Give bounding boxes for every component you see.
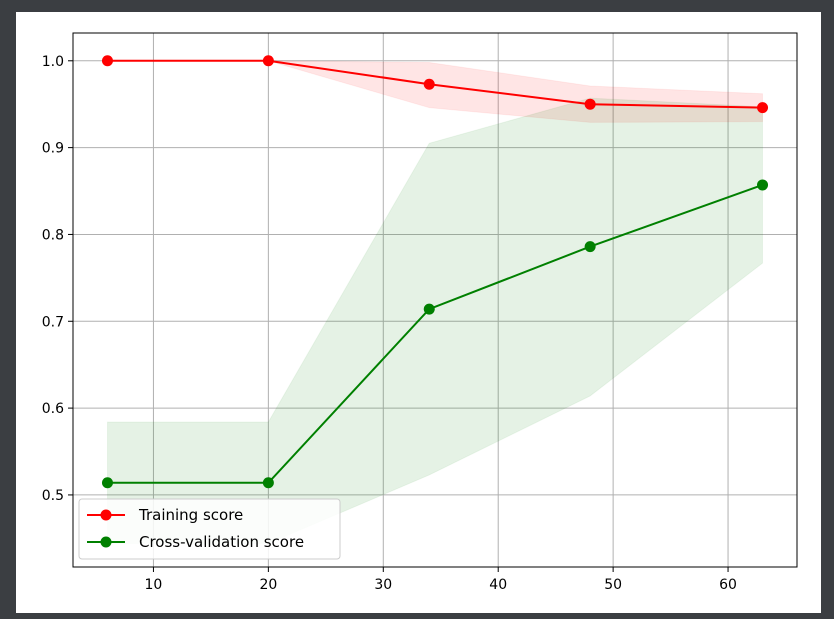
point-cross-validation [757,179,769,191]
legend-label-cross-validation: Cross-validation score [139,533,304,551]
x-tick-label: 30 [374,577,392,593]
point-training [757,102,769,114]
point-training [584,98,596,110]
y-tick-label: 0.5 [42,488,64,504]
y-tick-label: 0.7 [42,314,64,330]
x-tick-label: 50 [604,577,622,593]
chart-figure: 10 20 30 40 50 60 0.5 0.6 0.7 0.8 0.9 1.0 Training … [16,12,821,613]
x-tick-label: 40 [489,577,507,593]
x-tick-label: 20 [259,577,277,593]
series-lines [101,55,769,489]
point-training [262,55,274,67]
y-tick-label: 0.9 [42,141,64,157]
axes-frame [72,32,798,568]
point-cross-validation [423,303,435,315]
y-tick-label: 1.0 [42,54,64,70]
point-cross-validation [262,477,274,489]
legend: Training score Cross-validation score [78,498,341,560]
y-tick-label: 0.8 [42,227,64,243]
point-cross-validation [101,477,113,489]
legend-box [78,498,341,560]
confidence-bands [106,60,764,545]
legend-marker-training [100,509,112,521]
point-training [101,55,113,67]
legend-label-training: Training score [138,506,243,524]
x-tick-label: 10 [145,577,163,593]
legend-marker-cross-validation [100,536,112,548]
learning-curve-chart: 10 20 30 40 50 60 0.5 0.6 0.7 0.8 0.9 1.0 Training … [42,32,798,593]
point-cross-validation [584,241,596,253]
tick-labels: 10 20 30 40 50 60 0.5 0.6 0.7 0.8 0.9 1.0 [42,54,737,593]
point-training [423,78,435,90]
axes-border [72,32,798,568]
y-tick-label: 0.6 [42,401,64,417]
x-tick-label: 60 [719,577,737,593]
